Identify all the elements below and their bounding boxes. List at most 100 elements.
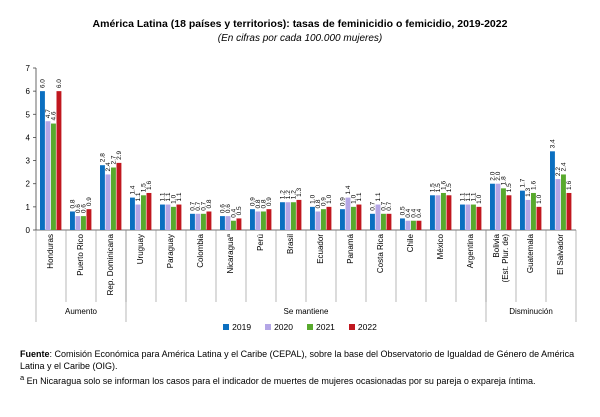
bar-2021 xyxy=(531,192,536,230)
bar-value-label: 1.6 xyxy=(146,181,153,190)
bar-value-label: 1.0 xyxy=(351,194,358,203)
bar-2022 xyxy=(236,218,242,230)
bar-value-label: 0.6 xyxy=(220,204,227,213)
bar-2022 xyxy=(326,206,332,230)
legend-label: 2022 xyxy=(357,322,377,332)
bar-2021 xyxy=(351,206,356,230)
bar-2022 xyxy=(146,192,152,230)
legend-item-2020: 2020 xyxy=(265,322,293,332)
bar-value-label: 0.9 xyxy=(86,197,93,206)
bar-value-label: 1.1 xyxy=(176,192,183,201)
bar-2020 xyxy=(195,213,201,230)
bar-value-label: 1.5 xyxy=(430,183,437,192)
y-tick-label: 0 xyxy=(26,226,31,235)
bar-value-label: 0.6 xyxy=(75,204,82,213)
bar-2020 xyxy=(225,216,231,230)
bar-2020 xyxy=(75,216,81,230)
bar-value-label: 0.8 xyxy=(315,199,322,208)
category-label: Puerto Rico xyxy=(76,233,85,275)
y-tick-label: 4 xyxy=(26,133,31,142)
bar-2019 xyxy=(130,197,135,230)
bar-2020 xyxy=(405,220,411,230)
bar-value-label: 1.7 xyxy=(520,178,527,187)
bar-value-label: 0.5 xyxy=(236,206,243,215)
bar-2020 xyxy=(495,183,501,230)
bar-2021 xyxy=(501,188,506,230)
bar-value-label: 1.1 xyxy=(471,192,478,201)
bar-value-label: 2.0 xyxy=(495,171,502,180)
bar-value-label: 0.9 xyxy=(321,197,328,206)
bar-value-label: 2.8 xyxy=(100,153,107,162)
legend-label: 2019 xyxy=(232,322,252,332)
bar-value-label: 0.7 xyxy=(195,201,202,210)
chart-title: América Latina (18 países y territorios)… xyxy=(92,18,508,30)
bar-value-label: 0.7 xyxy=(201,201,208,210)
bar-value-label: 2.0 xyxy=(490,171,497,180)
bar-value-label: 0.7 xyxy=(190,201,197,210)
group-label: Disminución xyxy=(509,307,553,316)
legend-swatch-2021 xyxy=(307,324,313,330)
legend-swatch-2022 xyxy=(348,324,355,330)
bar-value-label: 0.4 xyxy=(416,208,423,217)
bar-value-label: 1.2 xyxy=(285,190,292,199)
source-note: Fuente: Comisión Económica para América … xyxy=(20,348,585,372)
bar-value-label: 1.3 xyxy=(525,187,532,196)
bar-2020 xyxy=(285,202,291,230)
category-label: Honduras xyxy=(46,234,55,269)
bar-2021 xyxy=(381,213,386,230)
bar-2022 xyxy=(566,192,572,230)
bar-value-label: 1.0 xyxy=(310,194,317,203)
bar-2022 xyxy=(116,162,122,230)
source-label: Fuente xyxy=(20,349,50,359)
category-label: Nicaraguaa xyxy=(226,233,235,273)
bar-2019 xyxy=(160,204,165,230)
y-tick-label: 7 xyxy=(26,64,31,73)
bar-value-label: 0.8 xyxy=(255,199,262,208)
bar-value-label: 1.5 xyxy=(446,183,453,192)
legend: 2019 2020 2021 2022 xyxy=(0,322,600,332)
bar-2019 xyxy=(100,165,105,230)
legend-label: 2021 xyxy=(316,322,335,332)
bar-2021 xyxy=(261,211,266,230)
bar-value-label: 1.2 xyxy=(280,190,287,199)
bar-2021 xyxy=(81,216,86,230)
bar-2019 xyxy=(40,91,45,230)
bar-2020 xyxy=(435,195,441,230)
bar-value-label: 2.7 xyxy=(111,155,118,164)
bar-2022 xyxy=(266,209,272,230)
bar-2019 xyxy=(220,216,225,230)
bar-2021 xyxy=(291,202,296,230)
bar-2019 xyxy=(550,151,555,230)
bar-2020 xyxy=(135,204,141,230)
bar-2022 xyxy=(476,206,482,230)
bar-value-label: 6.0 xyxy=(56,79,63,88)
bar-value-label: 1.0 xyxy=(476,194,483,203)
bar-2019 xyxy=(520,190,525,230)
bar-2021 xyxy=(231,220,236,230)
bar-2022 xyxy=(356,204,362,230)
bar-2019 xyxy=(460,204,465,230)
bar-2021 xyxy=(141,195,146,230)
bar-value-label: 0.8 xyxy=(70,199,77,208)
bar-value-label: 1.1 xyxy=(165,192,172,201)
category-label: Bolivia(Est. Plur. de) xyxy=(492,233,510,282)
bar-value-label: 4.6 xyxy=(51,111,58,120)
bar-value-label: 1.8 xyxy=(501,176,508,185)
chart-notes: Fuente: Comisión Económica para América … xyxy=(20,348,585,387)
bar-2019 xyxy=(70,211,75,230)
bar-value-label: 2.2 xyxy=(555,167,562,176)
bar-value-label: 1.1 xyxy=(160,192,167,201)
bar-2020 xyxy=(345,197,351,230)
bar-2019 xyxy=(190,213,195,230)
bar-value-label: 1.2 xyxy=(291,190,298,199)
bar-value-label: 0.7 xyxy=(381,201,388,210)
bar-2021 xyxy=(321,209,326,230)
bar-value-label: 0.6 xyxy=(81,204,88,213)
category-label: Rep. Dominicana xyxy=(106,233,115,295)
y-tick-label: 5 xyxy=(26,110,31,119)
source-text: : Comisión Económica para América Latina… xyxy=(20,349,575,371)
bar-value-label: 2.4 xyxy=(561,162,568,171)
bar-value-label: 4.7 xyxy=(45,109,52,118)
bar-value-label: 1.1 xyxy=(375,192,382,201)
bar-value-label: 2.4 xyxy=(105,162,112,171)
